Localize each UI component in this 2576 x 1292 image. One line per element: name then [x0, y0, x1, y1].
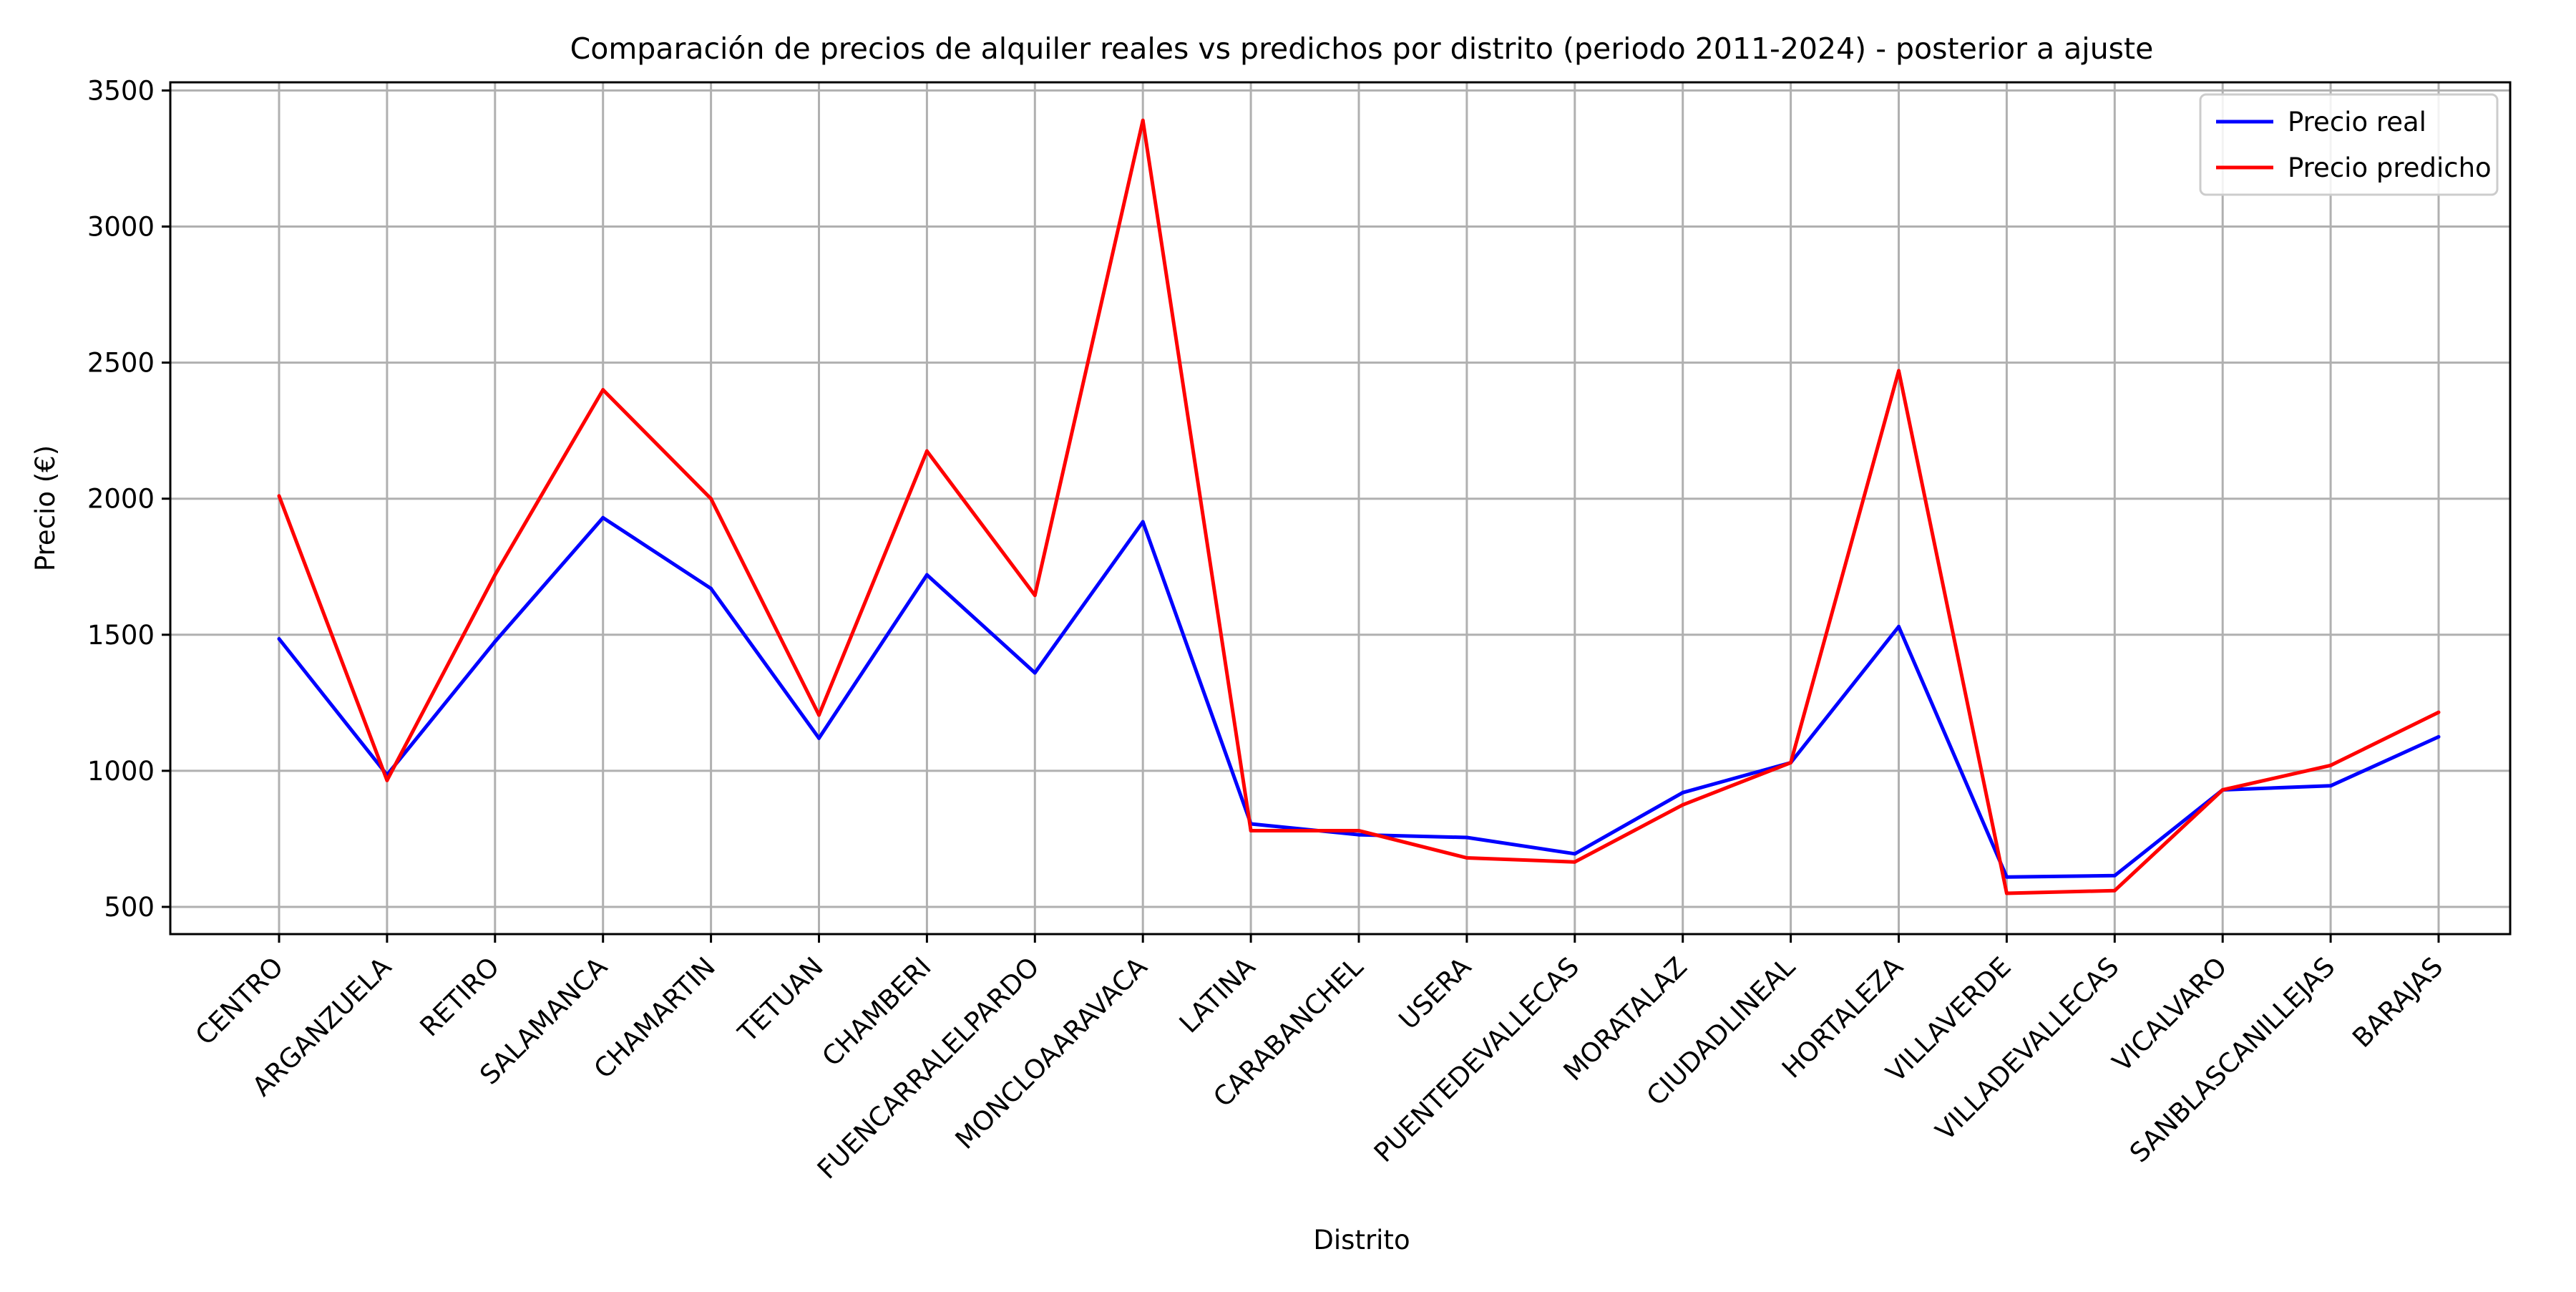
data-point: [1141, 520, 1145, 524]
x-tick-label: VILLADEVALLECAS: [1930, 951, 2125, 1147]
data-point: [817, 713, 821, 717]
data-point: [1897, 624, 1901, 628]
data-point: [709, 497, 713, 501]
data-point: [924, 573, 929, 577]
data-point: [277, 636, 281, 641]
y-tick-label: 500: [104, 892, 155, 923]
data-point: [1249, 829, 1253, 833]
data-point: [2220, 787, 2225, 792]
x-tick-label: PUENTEDEVALLECAS: [1368, 951, 1585, 1168]
x-tick-label: USERA: [1393, 951, 1478, 1036]
data-point: [924, 449, 929, 453]
data-point: [1681, 802, 1685, 807]
x-axis-label: Distrito: [1313, 1225, 1410, 1255]
plot-frame: [169, 81, 2512, 936]
y-axis-ticks: 500 1000 1500 2000 2500 3000 3500: [87, 75, 170, 923]
y-tick-label: 3000: [87, 212, 155, 243]
data-point: [1357, 832, 1361, 837]
y-tick-label: 1000: [87, 756, 155, 787]
x-tick-label: RETIRO: [414, 951, 506, 1043]
data-point: [709, 586, 713, 591]
x-tick-label: FUENCARRALELPARDO: [811, 951, 1045, 1185]
data-point: [2328, 784, 2333, 788]
data-point: [1789, 760, 1793, 764]
y-tick-label: 1500: [87, 620, 155, 651]
x-tick-label: BARAJAS: [2346, 951, 2449, 1054]
data-point: [1357, 829, 1361, 833]
legend: Precio real Precio predicho: [2199, 93, 2499, 196]
data-point: [1573, 852, 1577, 856]
data-point: [1033, 671, 1037, 675]
series-lines: [277, 118, 2441, 895]
data-point: [385, 778, 389, 782]
data-point: [1033, 593, 1037, 598]
grid: [170, 82, 2510, 934]
data-point: [2112, 873, 2117, 878]
data-point: [1897, 369, 1901, 373]
data-point: [2436, 734, 2441, 739]
legend-box: [2199, 93, 2499, 196]
x-tick-label: CENTRO: [190, 951, 290, 1051]
data-point: [2004, 891, 2009, 895]
x-tick-label: MONCLOAARAVACA: [950, 951, 1153, 1155]
y-tick-label: 2000: [87, 484, 155, 515]
chart-title: Comparación de precios de alquiler reale…: [570, 31, 2154, 66]
data-point: [1141, 118, 1145, 122]
legend-label: Precio real: [2288, 107, 2426, 137]
x-tick-label: LATINA: [1174, 951, 1262, 1039]
data-point: [1681, 790, 1685, 795]
data-point: [601, 515, 605, 520]
data-point: [601, 388, 605, 392]
data-point: [1573, 860, 1577, 864]
legend-label: Precio predicho: [2288, 152, 2492, 183]
x-tick-label: CHAMBERI: [816, 951, 937, 1072]
y-tick-label: 2500: [87, 348, 155, 379]
data-point: [277, 494, 281, 498]
data-point: [493, 573, 497, 577]
data-point: [2112, 888, 2117, 893]
x-tick-label: TETUAN: [732, 951, 829, 1049]
data-point: [1465, 835, 1469, 840]
y-axis-label: Precio (€): [30, 445, 61, 571]
x-tick-label: SANBLASCANILLEJAS: [2124, 951, 2341, 1169]
data-point: [2328, 763, 2333, 767]
data-point: [817, 736, 821, 740]
data-point: [493, 639, 497, 643]
data-point: [2004, 875, 2009, 879]
data-point: [1465, 856, 1469, 860]
data-point: [2436, 710, 2441, 714]
y-tick-label: 3500: [87, 75, 155, 106]
